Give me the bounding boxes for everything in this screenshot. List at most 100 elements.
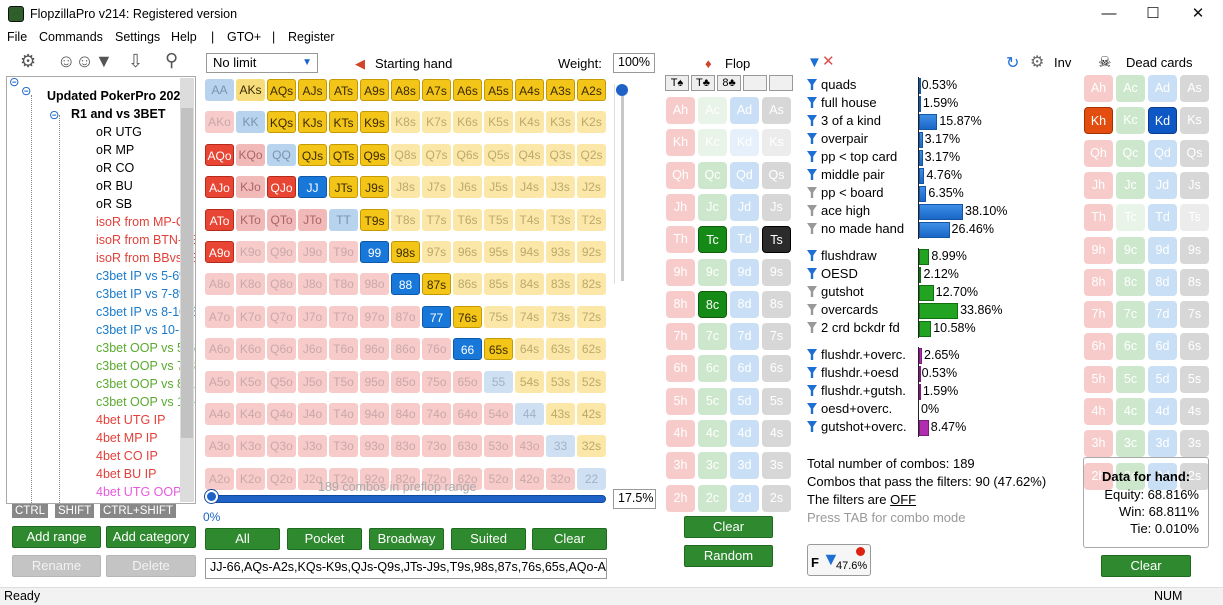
hand-cell[interactable]: 75o: [422, 370, 451, 393]
card-8s[interactable]: 8s: [762, 290, 791, 318]
card-Th[interactable]: Th: [1084, 204, 1113, 232]
hand-cell[interactable]: 64s: [515, 338, 544, 361]
board-slot[interactable]: T♣: [691, 75, 715, 91]
hand-cell[interactable]: 54s: [515, 370, 544, 393]
hand-cell[interactable]: 74o: [422, 403, 451, 425]
hand-cell[interactable]: 94s: [515, 241, 544, 263]
hand-cell[interactable]: K4s: [515, 111, 544, 134]
hand-cell[interactable]: T3o: [329, 435, 358, 458]
hand-cell[interactable]: T2s: [577, 208, 606, 231]
hand-cell[interactable]: A8o: [205, 273, 234, 296]
minimize-icon[interactable]: —: [1101, 5, 1117, 22]
filter-icon[interactable]: ▼: [807, 54, 822, 71]
board-slot[interactable]: [743, 75, 767, 91]
card-5h[interactable]: 5h: [1084, 365, 1113, 393]
filter-row[interactable]: OESD: [807, 266, 858, 281]
card-Ah[interactable]: Ah: [666, 97, 695, 124]
settings-icon[interactable]: ⚙: [1030, 54, 1045, 71]
funnel-icon[interactable]: [807, 223, 817, 234]
weight-input[interactable]: 100%: [613, 53, 655, 73]
hand-cell[interactable]: A4s: [515, 79, 544, 101]
tree-item[interactable]: 4bet UTG OOP: [96, 485, 182, 499]
menu-help[interactable]: Help: [171, 30, 197, 44]
card-Js[interactable]: Js: [762, 193, 791, 221]
card-Jc[interactable]: Jc: [698, 193, 727, 221]
card-Ah[interactable]: Ah: [1084, 75, 1113, 102]
funnel-icon[interactable]: [807, 205, 817, 216]
card-As[interactable]: As: [762, 97, 791, 124]
hand-cell[interactable]: 98s: [391, 241, 420, 263]
hand-cell[interactable]: T8o: [329, 273, 358, 296]
hand-cell[interactable]: 84o: [391, 403, 420, 425]
funnel-icon[interactable]: [807, 322, 817, 333]
hand-cell[interactable]: AQs: [267, 79, 296, 101]
hand-cell[interactable]: K9s: [360, 111, 389, 134]
card-2d[interactable]: 2d: [730, 484, 759, 512]
hand-cell[interactable]: 86s: [453, 273, 482, 296]
hand-cell[interactable]: 72s: [577, 305, 606, 328]
hand-cell[interactable]: T9s: [360, 208, 389, 231]
hand-cell[interactable]: J9s: [360, 176, 389, 199]
hand-cell[interactable]: TT: [329, 208, 358, 231]
hand-cell[interactable]: 84s: [515, 273, 544, 296]
card-Td[interactable]: Td: [730, 226, 759, 254]
hand-cell[interactable]: 62o: [453, 467, 482, 490]
card-2h[interactable]: 2h: [1084, 462, 1113, 490]
card-Kc[interactable]: Kc: [1116, 107, 1145, 135]
flop-random-button[interactable]: Random: [684, 545, 773, 567]
card-Ks[interactable]: Ks: [1180, 107, 1209, 135]
filter-toggle-button[interactable]: F ▼ 47.6%: [807, 544, 871, 576]
card-5s[interactable]: 5s: [762, 387, 791, 415]
hand-cell[interactable]: A3s: [546, 79, 575, 101]
hand-cell[interactable]: J5s: [484, 176, 513, 199]
tree-item[interactable]: oR MP: [96, 143, 135, 157]
hand-cell[interactable]: JTo: [298, 208, 327, 231]
hand-cell[interactable]: 92o: [360, 467, 389, 490]
hand-cell[interactable]: JTs: [329, 176, 358, 199]
hand-cell[interactable]: Q3o: [267, 435, 296, 458]
menu-gto[interactable]: GTO+: [227, 30, 262, 44]
hand-cell[interactable]: J8o: [298, 273, 327, 296]
card-5d[interactable]: 5d: [1148, 365, 1177, 393]
hand-cell[interactable]: Q6s: [453, 143, 482, 166]
hand-cell[interactable]: A7o: [205, 305, 234, 328]
hand-cell[interactable]: Q3s: [546, 143, 575, 166]
hand-cell[interactable]: ATo: [205, 208, 234, 231]
card-3h[interactable]: 3h: [666, 452, 695, 480]
hand-cell[interactable]: AJo: [205, 176, 234, 199]
card-7d[interactable]: 7d: [730, 323, 759, 351]
hand-cell[interactable]: J7o: [298, 305, 327, 328]
card-Jc[interactable]: Jc: [1116, 171, 1145, 199]
weight-slider-track[interactable]: [614, 84, 628, 284]
hand-cell[interactable]: T3s: [546, 208, 575, 231]
hand-cell[interactable]: 55: [484, 370, 513, 393]
hand-cell[interactable]: 44: [515, 403, 544, 425]
range-slider-handle[interactable]: [205, 490, 218, 503]
hand-cell[interactable]: A8s: [391, 79, 420, 101]
hand-cell[interactable]: 99: [360, 241, 389, 263]
hand-cell[interactable]: 76o: [422, 338, 451, 361]
filter-row[interactable]: flushdr.+overc.: [807, 347, 906, 362]
hand-cell[interactable]: KQo: [236, 143, 265, 166]
hand-cell[interactable]: Q8o: [267, 273, 296, 296]
card-Ts[interactable]: Ts: [762, 226, 791, 254]
hand-cell[interactable]: AKo: [205, 111, 234, 134]
hand-cell[interactable]: 82s: [577, 273, 606, 296]
card-4s[interactable]: 4s: [762, 420, 791, 447]
card-7s[interactable]: 7s: [1180, 301, 1209, 329]
funnel-icon[interactable]: [807, 97, 817, 108]
filter-row[interactable]: ace high: [807, 203, 870, 218]
hand-cell[interactable]: 97o: [360, 305, 389, 328]
funnel-icon[interactable]: [807, 403, 817, 414]
card-9d[interactable]: 9d: [1148, 236, 1177, 264]
limit-select[interactable]: No limit ▼: [206, 53, 318, 73]
card-Jh[interactable]: Jh: [666, 193, 695, 221]
hand-cell[interactable]: Q7o: [267, 305, 296, 328]
card-Tc[interactable]: Tc: [698, 226, 727, 254]
hand-cell[interactable]: 62s: [577, 338, 606, 361]
tree-item[interactable]: isoR from BTN-BB: [96, 233, 196, 247]
hand-cell[interactable]: 87o: [391, 305, 420, 328]
range-clear-button[interactable]: Clear: [532, 528, 607, 550]
hand-cell[interactable]: 95o: [360, 370, 389, 393]
hand-cell[interactable]: A9o: [205, 241, 234, 263]
